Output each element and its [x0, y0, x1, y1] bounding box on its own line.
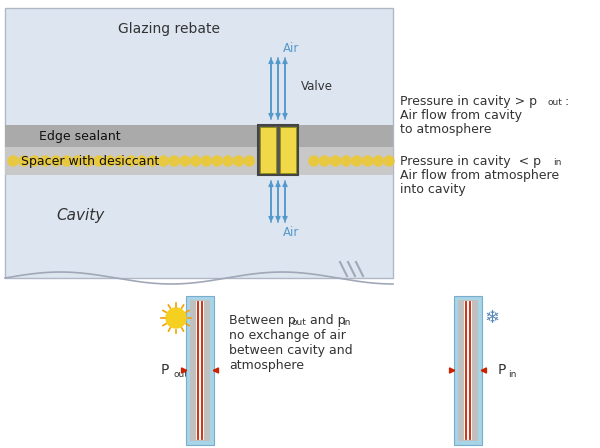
Bar	[5, 8, 393, 278]
Bar	[260, 127, 276, 173]
Circle shape	[137, 156, 147, 166]
Circle shape	[94, 156, 104, 166]
Text: P: P	[498, 363, 506, 378]
Circle shape	[169, 156, 179, 166]
Circle shape	[8, 156, 18, 166]
Text: atmosphere: atmosphere	[229, 359, 304, 372]
Circle shape	[191, 156, 200, 166]
Text: Pressure in cavity > p: Pressure in cavity > p	[400, 95, 537, 108]
Text: in: in	[553, 158, 562, 167]
Text: Air flow from cavity: Air flow from cavity	[400, 109, 522, 122]
Text: Between p: Between p	[229, 314, 296, 327]
Bar	[5, 125, 393, 147]
Circle shape	[51, 156, 61, 166]
Circle shape	[158, 156, 169, 166]
Text: in: in	[342, 318, 350, 327]
Circle shape	[309, 156, 319, 166]
Circle shape	[373, 156, 383, 166]
Text: P: P	[161, 363, 169, 378]
Circle shape	[341, 156, 351, 166]
Circle shape	[83, 156, 93, 166]
Circle shape	[352, 156, 362, 166]
Text: :: :	[565, 95, 569, 108]
Circle shape	[73, 156, 82, 166]
Text: to atmosphere: to atmosphere	[400, 123, 491, 136]
Text: Edge sealant: Edge sealant	[39, 129, 121, 142]
Text: Pressure in cavity  < p: Pressure in cavity < p	[400, 155, 541, 168]
Text: out: out	[173, 370, 188, 379]
Text: Spacer with desiccant: Spacer with desiccant	[21, 155, 159, 168]
Circle shape	[180, 156, 190, 166]
Circle shape	[244, 156, 254, 166]
Bar	[258, 125, 298, 175]
Circle shape	[223, 156, 233, 166]
Circle shape	[384, 156, 394, 166]
Text: and p: and p	[306, 314, 346, 327]
Text: ❄: ❄	[484, 309, 500, 327]
Bar	[458, 300, 478, 441]
Bar	[454, 296, 482, 445]
Text: Air: Air	[283, 42, 299, 55]
Bar	[190, 300, 210, 441]
Circle shape	[202, 156, 211, 166]
Text: out: out	[292, 318, 307, 327]
Bar	[464, 301, 472, 440]
Text: into cavity: into cavity	[400, 183, 466, 196]
Bar	[196, 301, 204, 440]
Circle shape	[62, 156, 72, 166]
Text: Air flow from atmosphere: Air flow from atmosphere	[400, 169, 559, 182]
Circle shape	[362, 156, 373, 166]
Bar	[280, 127, 296, 173]
Circle shape	[104, 156, 115, 166]
Circle shape	[115, 156, 125, 166]
Text: Glazing rebate: Glazing rebate	[118, 22, 220, 36]
Circle shape	[330, 156, 340, 166]
Text: in: in	[508, 370, 517, 379]
Circle shape	[29, 156, 40, 166]
Text: no exchange of air: no exchange of air	[229, 329, 346, 342]
Circle shape	[40, 156, 50, 166]
Circle shape	[19, 156, 29, 166]
Text: between cavity and: between cavity and	[229, 344, 353, 357]
Circle shape	[233, 156, 244, 166]
Circle shape	[148, 156, 158, 166]
Text: Cavity: Cavity	[56, 207, 104, 223]
Text: Air: Air	[283, 225, 299, 238]
Bar	[5, 147, 393, 175]
Bar	[186, 296, 214, 445]
Text: Valve: Valve	[301, 79, 333, 92]
Circle shape	[320, 156, 329, 166]
Circle shape	[126, 156, 136, 166]
Circle shape	[166, 308, 186, 328]
Text: out: out	[547, 98, 562, 107]
Circle shape	[212, 156, 222, 166]
